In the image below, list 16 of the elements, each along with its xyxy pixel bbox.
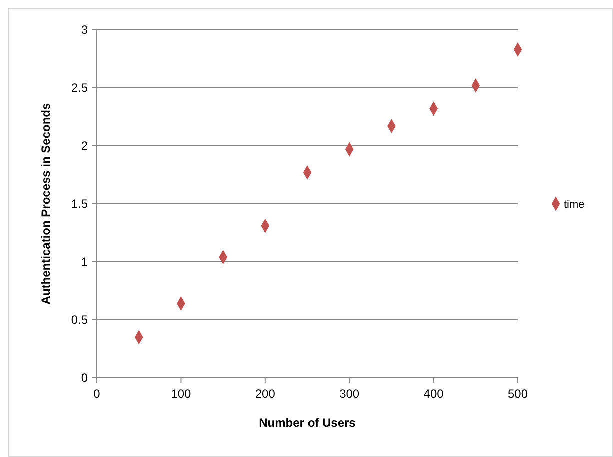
x-tick-label: 400 — [424, 387, 444, 401]
x-tick-label: 100 — [171, 387, 192, 401]
y-tick-label: 1.5 — [71, 197, 88, 212]
y-tick-label: 0 — [81, 371, 88, 386]
y-tick-label: 1 — [81, 255, 88, 270]
x-tick-label: 300 — [340, 387, 360, 401]
y-axis-title: Authentication Process in Seconds — [39, 102, 53, 305]
y-tick-label: 3 — [81, 23, 88, 38]
y-tick-label: 0.5 — [71, 313, 88, 328]
y-tick-label: 2 — [81, 139, 88, 154]
x-axis-title: Number of Users — [259, 416, 356, 430]
x-tick-label: 0 — [94, 387, 101, 401]
x-tick-label: 200 — [255, 387, 276, 401]
y-tick-label: 2.5 — [71, 81, 88, 96]
x-tick-label: 500 — [508, 387, 528, 401]
legend-label: time — [564, 198, 585, 211]
